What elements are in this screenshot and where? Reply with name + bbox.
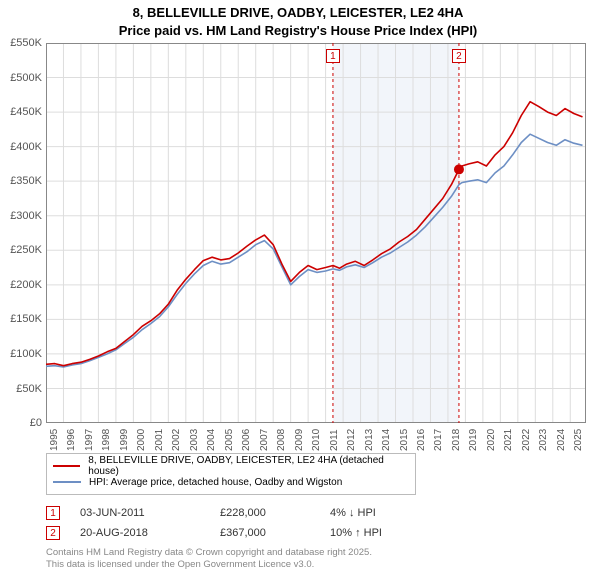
x-axis-tick-label: 2005 xyxy=(224,429,235,451)
x-axis-tick-label: 2019 xyxy=(468,429,479,451)
title-line-1: 8, BELLEVILLE DRIVE, OADBY, LEICESTER, L… xyxy=(133,5,464,20)
x-axis-tick-label: 2011 xyxy=(329,430,340,452)
x-axis-tick-label: 2001 xyxy=(154,429,165,451)
x-axis-tick-label: 1996 xyxy=(66,429,77,451)
table-row: 2 20-AUG-2018 £367,000 10% ↑ HPI xyxy=(46,523,590,543)
x-axis-tick-label: 2000 xyxy=(136,429,147,451)
y-axis-tick-label: £350K xyxy=(2,175,42,187)
x-axis-tick-label: 2025 xyxy=(573,429,584,451)
legend-swatch xyxy=(53,481,81,483)
legend-box: 8, BELLEVILLE DRIVE, OADBY, LEICESTER, L… xyxy=(46,453,416,495)
x-axis-tick-label: 2015 xyxy=(399,429,410,451)
footnote-line-1: Contains HM Land Registry data © Crown c… xyxy=(46,547,372,558)
x-axis-tick-label: 2021 xyxy=(503,429,514,451)
y-axis-tick-label: £550K xyxy=(2,37,42,49)
y-axis-tick-label: £400K xyxy=(2,141,42,153)
x-axis-tick-label: 2023 xyxy=(538,429,549,451)
x-axis-tick-label: 2018 xyxy=(451,429,462,451)
sale-marker-badge: 1 xyxy=(46,506,60,520)
x-axis-tick-label: 2020 xyxy=(486,429,497,451)
y-axis-tick-label: £300K xyxy=(2,210,42,222)
x-axis-tick-label: 2017 xyxy=(433,429,444,451)
legend-swatch xyxy=(53,465,80,467)
x-axis-tick-label: 2016 xyxy=(416,429,427,451)
y-axis-tick-label: £200K xyxy=(2,279,42,291)
chart-area: £0£50K£100K£150K£200K£250K£300K£350K£400… xyxy=(46,43,586,423)
y-axis-tick-label: £450K xyxy=(2,106,42,118)
x-axis-tick-label: 2013 xyxy=(364,429,375,451)
x-axis-tick-label: 2003 xyxy=(189,429,200,451)
y-axis-tick-label: £500K xyxy=(2,72,42,84)
sale-price: £367,000 xyxy=(220,527,330,539)
sale-marker-flag: 1 xyxy=(326,49,340,63)
legend-label: HPI: Average price, detached house, Oadb… xyxy=(89,477,342,488)
sale-date: 03-JUN-2011 xyxy=(80,507,220,519)
x-axis-tick-label: 2022 xyxy=(521,429,532,451)
x-axis-tick-label: 1998 xyxy=(101,429,112,451)
legend-item: 8, BELLEVILLE DRIVE, OADBY, LEICESTER, L… xyxy=(53,458,409,474)
x-axis-tick-label: 2006 xyxy=(241,429,252,451)
footnote-line-2: This data is licensed under the Open Gov… xyxy=(46,559,314,570)
x-axis-tick-label: 2002 xyxy=(171,429,182,451)
x-axis-tick-label: 1999 xyxy=(119,429,130,451)
title-line-2: Price paid vs. HM Land Registry's House … xyxy=(119,23,478,38)
sale-marker-flag: 2 xyxy=(452,49,466,63)
sale-hpi-diff: 4% ↓ HPI xyxy=(330,507,450,519)
page-container: 8, BELLEVILLE DRIVE, OADBY, LEICESTER, L… xyxy=(0,0,600,560)
x-axis-tick-label: 1997 xyxy=(84,429,95,451)
x-axis-tick-label: 2007 xyxy=(259,429,270,451)
table-row: 1 03-JUN-2011 £228,000 4% ↓ HPI xyxy=(46,503,590,523)
x-axis-tick-label: 2014 xyxy=(381,429,392,451)
sale-marker-badge: 2 xyxy=(46,526,60,540)
y-axis-tick-label: £0 xyxy=(2,417,42,429)
x-axis-tick-label: 1995 xyxy=(49,429,60,451)
y-axis-tick-label: £250K xyxy=(2,244,42,256)
sales-table: 1 03-JUN-2011 £228,000 4% ↓ HPI 2 20-AUG… xyxy=(46,503,590,543)
x-axis-tick-label: 2024 xyxy=(556,429,567,451)
y-axis-tick-label: £150K xyxy=(2,313,42,325)
y-axis-tick-label: £50K xyxy=(2,383,42,395)
legend-label: 8, BELLEVILLE DRIVE, OADBY, LEICESTER, L… xyxy=(88,455,409,477)
sale-date: 20-AUG-2018 xyxy=(80,527,220,539)
x-axis-tick-label: 2004 xyxy=(206,429,217,451)
sale-hpi-diff: 10% ↑ HPI xyxy=(330,527,450,539)
x-axis-tick-label: 2010 xyxy=(311,429,322,451)
x-axis-tick-label: 2008 xyxy=(276,429,287,451)
sale-price: £228,000 xyxy=(220,507,330,519)
x-axis-tick-label: 2012 xyxy=(346,429,357,451)
chart-title: 8, BELLEVILLE DRIVE, OADBY, LEICESTER, L… xyxy=(6,4,590,39)
footnote: Contains HM Land Registry data © Crown c… xyxy=(46,547,590,572)
line-chart xyxy=(46,43,586,423)
y-axis-tick-label: £100K xyxy=(2,348,42,360)
x-axis-tick-label: 2009 xyxy=(294,429,305,451)
